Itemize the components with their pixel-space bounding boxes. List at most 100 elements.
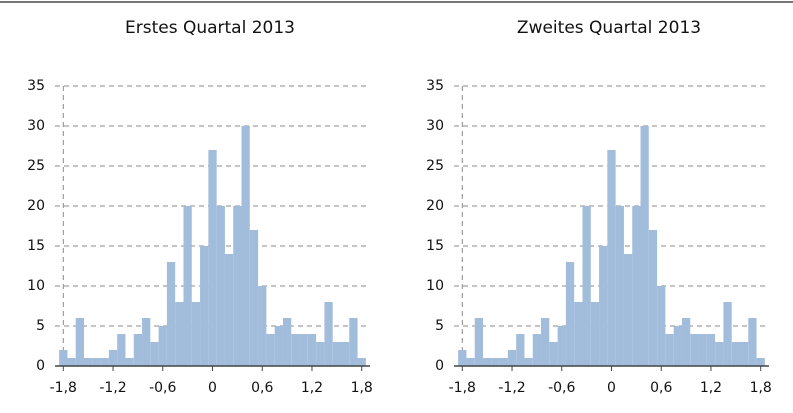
bar <box>216 206 225 366</box>
bar <box>282 318 292 366</box>
bar <box>582 206 591 366</box>
bar <box>458 350 467 366</box>
y-tick-label: 20 <box>426 198 444 214</box>
bar <box>466 358 475 366</box>
y-tick-label: 5 <box>435 318 444 334</box>
bar <box>748 318 757 366</box>
bar <box>166 262 176 366</box>
bar <box>125 358 134 366</box>
bar <box>291 334 300 366</box>
bar <box>516 334 525 366</box>
bar <box>541 318 550 366</box>
bar <box>739 342 749 366</box>
y-tick-label: 25 <box>27 158 45 174</box>
x-tick-label: -0,6 <box>548 380 575 396</box>
bar <box>524 358 533 366</box>
y-tick-label: 20 <box>27 198 45 214</box>
bar <box>158 326 167 366</box>
bar <box>657 286 666 366</box>
bar <box>565 262 575 366</box>
bar <box>491 358 500 366</box>
bar <box>332 342 341 366</box>
bar <box>108 350 118 366</box>
bar <box>357 358 366 366</box>
bar <box>723 302 732 366</box>
y-tick-label: 15 <box>27 238 45 254</box>
bar <box>183 206 192 366</box>
bar <box>698 334 707 366</box>
x-tick-label: 0,6 <box>251 380 273 396</box>
bar <box>532 334 542 366</box>
bar <box>574 302 583 366</box>
bar <box>233 206 242 366</box>
bar <box>715 342 724 366</box>
y-tick-label: 35 <box>27 78 45 94</box>
bar <box>474 318 484 366</box>
x-tick-label: 0 <box>607 380 616 396</box>
bar <box>191 302 201 366</box>
x-tick-label: 1,8 <box>750 380 772 396</box>
x-tick-label: 0 <box>208 380 217 396</box>
y-tick-label: 10 <box>426 278 444 294</box>
bar <box>673 326 682 366</box>
bar <box>615 206 624 366</box>
bar <box>706 334 716 366</box>
y-tick-label: 30 <box>426 118 444 134</box>
bar <box>483 358 492 366</box>
bar <box>599 246 608 366</box>
bar <box>84 358 93 366</box>
bar <box>224 254 234 366</box>
bar <box>200 246 209 366</box>
bar <box>92 358 101 366</box>
y-tick-label: 5 <box>36 318 45 334</box>
bar <box>324 302 333 366</box>
bar <box>175 302 184 366</box>
bar <box>607 150 616 366</box>
bar <box>133 334 143 366</box>
chart-title: Zweites Quartal 2013 <box>517 18 701 38</box>
y-tick-label: 30 <box>27 118 45 134</box>
bar <box>349 318 358 366</box>
bar <box>307 334 317 366</box>
bar <box>59 350 68 366</box>
y-tick-label: 15 <box>426 238 444 254</box>
bar <box>648 230 658 366</box>
x-tick-label: -1,2 <box>99 380 126 396</box>
bar <box>67 358 76 366</box>
bar <box>142 318 151 366</box>
bar <box>340 342 350 366</box>
bar <box>274 326 283 366</box>
bar <box>208 150 217 366</box>
x-tick-label: -1,8 <box>50 380 77 396</box>
bar <box>316 342 325 366</box>
x-tick-label: 0,6 <box>650 380 672 396</box>
x-tick-label: 1,2 <box>700 380 722 396</box>
bar <box>549 342 558 366</box>
bar <box>100 358 109 366</box>
x-tick-label: 1,8 <box>351 380 373 396</box>
bar <box>731 342 740 366</box>
bar <box>756 358 765 366</box>
y-tick-label: 0 <box>435 358 444 374</box>
bar <box>665 334 674 366</box>
bar <box>117 334 126 366</box>
bar <box>623 254 633 366</box>
x-tick-label: -1,8 <box>449 380 476 396</box>
chart-title: Erstes Quartal 2013 <box>125 18 295 38</box>
x-tick-label: 1,2 <box>301 380 323 396</box>
bar <box>640 126 649 366</box>
bar <box>507 350 517 366</box>
bar <box>249 230 259 366</box>
y-tick-label: 10 <box>27 278 45 294</box>
bar <box>632 206 641 366</box>
bar <box>499 358 508 366</box>
bar <box>241 126 250 366</box>
bar <box>690 334 699 366</box>
x-tick-label: -1,2 <box>498 380 525 396</box>
x-tick-label: -0,6 <box>149 380 176 396</box>
bar <box>681 318 691 366</box>
bar <box>150 342 159 366</box>
bar <box>299 334 308 366</box>
